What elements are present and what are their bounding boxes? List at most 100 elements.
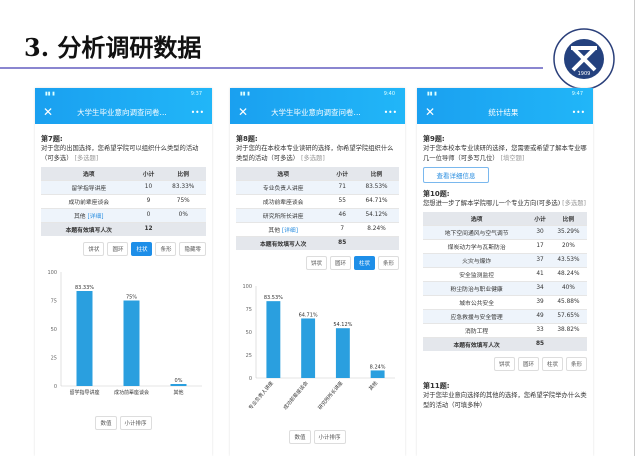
table-row: 火灾与爆炸 37 43.53% — [423, 252, 587, 267]
column-chart: 0 25 50 75 100 83.53% 专业负责人讲座 64.71% 成功前辈座谈会 54.1… — [236, 278, 399, 428]
table-cell: 64.71% — [354, 193, 399, 208]
total-row: 本题有效填写人次 12 — [41, 221, 206, 236]
sort-by-count-button[interactable]: 小计排序 — [313, 430, 346, 444]
table-cell: 其他 — [268, 227, 281, 234]
column-chart-button[interactable]: 柱状 — [131, 242, 153, 256]
table-cell: 12 — [136, 221, 161, 236]
header-title: 大学生毕业意向调查问卷... — [77, 107, 167, 117]
bar-chart-button[interactable]: 条形 — [155, 242, 177, 256]
table-cell: 0% — [160, 207, 206, 222]
donut-chart-button[interactable]: 圆环 — [107, 242, 129, 256]
svg-text:1909: 1909 — [578, 71, 591, 77]
bar-chart-button[interactable]: 条形 — [565, 357, 587, 371]
more-icon[interactable]: ••• — [190, 107, 204, 117]
bar — [301, 318, 316, 378]
y-tick-label: 100 — [47, 270, 57, 276]
table-cell: 留学指导讲座 — [41, 179, 137, 194]
table-cell: 地下空间通风与空气调节 — [423, 224, 531, 239]
table-cell: 43.53% — [549, 252, 587, 267]
view-details-button[interactable]: 查看详细信息 — [423, 167, 489, 183]
table-cell: 45.88% — [549, 294, 587, 309]
table-cell: 本题有效填写人次 — [236, 235, 331, 250]
table-cell: 48.24% — [549, 266, 587, 281]
table-cell: 49 — [530, 308, 550, 323]
table-cell: 40% — [549, 280, 587, 295]
y-tick-label: 25 — [246, 353, 252, 359]
table-cell: 城市公共安全 — [423, 294, 531, 309]
app-header: ✕ 大学生毕业意向调查问卷... ••• — [230, 100, 405, 124]
detail-link[interactable]: [详细] — [87, 213, 104, 220]
table-cell: 研究所所长讲座 — [236, 207, 331, 222]
phone-screen-q7: ▮▮ ▮ 9:37 ✕ 大学生毕业意向调查问卷... ••• 第7题: 对于您的出国选… — [35, 88, 212, 456]
table-cell: 安全监测监控 — [423, 266, 531, 281]
pie-chart-button[interactable]: 饼状 — [305, 256, 327, 270]
table-cell: 9 — [136, 193, 161, 208]
sort-by-value-button[interactable]: 数值 — [289, 430, 311, 444]
table-cell: 7 — [330, 221, 354, 236]
table-cell: 54.12% — [354, 207, 399, 222]
sort-by-value-button[interactable]: 数值 — [95, 416, 117, 430]
table-cell: 选项 — [236, 167, 331, 180]
table-cell: 83.53% — [354, 179, 399, 194]
donut-chart-button[interactable]: 圆环 — [329, 256, 351, 270]
data-label: 83.33% — [75, 285, 94, 291]
status-bar: ▮▮ ▮ 9:40 — [230, 88, 405, 100]
table-row: 研究所所长讲座 46 54.12% — [236, 207, 399, 222]
x-tick-label: 成功前辈座谈会 — [114, 389, 149, 396]
bar-chart-button[interactable]: 条形 — [377, 256, 399, 270]
pie-chart-button[interactable]: 饼状 — [493, 357, 515, 371]
table-cell: 55 — [330, 193, 354, 208]
header-title: 大学生毕业意向调查问卷... — [271, 107, 361, 117]
close-icon[interactable]: ✕ — [425, 105, 436, 119]
table-cell: 10 — [136, 179, 161, 194]
question-text: 对于您本校本专业读研的选择，您需要或希望了解本专业哪几一位导师（可多写几位） — [423, 145, 587, 162]
table-cell: 37 — [530, 252, 550, 267]
column-chart: 0 25 50 75 100 83.33% 留学指导讲座 75% 成功前辈座谈会 0% 其他 — [41, 264, 206, 414]
table-cell: 粉尘防治与职业健康 — [423, 280, 531, 295]
status-time: 9:47 — [571, 91, 583, 97]
table-cell: 30 — [530, 224, 550, 239]
sort-by-count-button[interactable]: 小计排序 — [119, 416, 152, 430]
table-cell: 火灾与爆炸 — [423, 252, 531, 267]
table-cell: 75% — [160, 193, 206, 208]
column-chart-button[interactable]: 柱状 — [353, 256, 375, 270]
table-row: 应急救援与安全管理 49 57.65% — [423, 308, 587, 323]
more-icon[interactable]: ••• — [383, 107, 397, 117]
donut-chart-button[interactable]: 圆环 — [517, 357, 539, 371]
question-type: [填空题] — [500, 155, 525, 162]
col-option: 选项 — [41, 167, 137, 180]
pie-chart-button[interactable]: 饼状 — [83, 242, 105, 256]
column-chart-button[interactable]: 柱状 — [541, 357, 563, 371]
table-cell: 17 — [530, 238, 550, 253]
table-row: 其他 [详细] 0 0% — [41, 207, 206, 222]
x-tick-label: 研究所所长讲座 — [317, 380, 345, 411]
table-row: 其他 [详细] 7 8.24% — [236, 221, 399, 236]
close-icon[interactable]: ✕ — [43, 105, 54, 119]
table-row: 安全监测监控 41 48.24% — [423, 266, 587, 281]
table-cell: 成功前辈座谈会 — [41, 193, 137, 208]
table-cell: 85 — [530, 336, 550, 351]
table-cell: 本题有效填写人次 — [423, 336, 531, 351]
total-row: 本题有效填写人次 85 — [236, 235, 399, 250]
hide-zero-button[interactable]: 隐藏零 — [179, 242, 206, 256]
table-cell: 85 — [330, 235, 354, 250]
bar — [266, 301, 281, 378]
table-cell: 比例 — [549, 212, 587, 225]
bar — [335, 328, 350, 378]
table-row: 煤炭动力学与瓦斯防治 17 20% — [423, 238, 587, 253]
status-bar: ▮▮ ▮ 9:47 — [417, 88, 593, 100]
col-count: 小计 — [136, 167, 161, 180]
detail-link[interactable]: [详细] — [281, 227, 298, 234]
phone-screen-results: ▮▮ ▮ 9:47 ✕ 统计结果 ••• 第9题: 对于您本校本专业读研的选择，您需要… — [417, 88, 593, 456]
slide-title: 3. 分析调研数据 — [24, 33, 202, 62]
data-label: 8.24% — [370, 364, 386, 370]
data-label: 54.12% — [333, 322, 352, 328]
results-table: 选项 小计 比例 地下空间通风与空气调节 30 35.29% 煤炭动力学与瓦斯防治 17 2… — [423, 212, 587, 351]
table-cell: 专业负责人讲座 — [236, 179, 331, 194]
app-header: ✕ 统计结果 ••• — [417, 100, 593, 124]
table-cell: 选项 — [423, 212, 531, 225]
close-icon[interactable]: ✕ — [238, 105, 249, 119]
more-icon[interactable]: ••• — [571, 107, 585, 117]
bar — [370, 370, 385, 378]
bar — [170, 384, 187, 386]
